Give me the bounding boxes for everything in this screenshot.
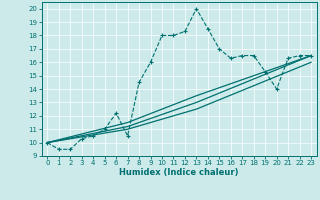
X-axis label: Humidex (Indice chaleur): Humidex (Indice chaleur) (119, 168, 239, 177)
